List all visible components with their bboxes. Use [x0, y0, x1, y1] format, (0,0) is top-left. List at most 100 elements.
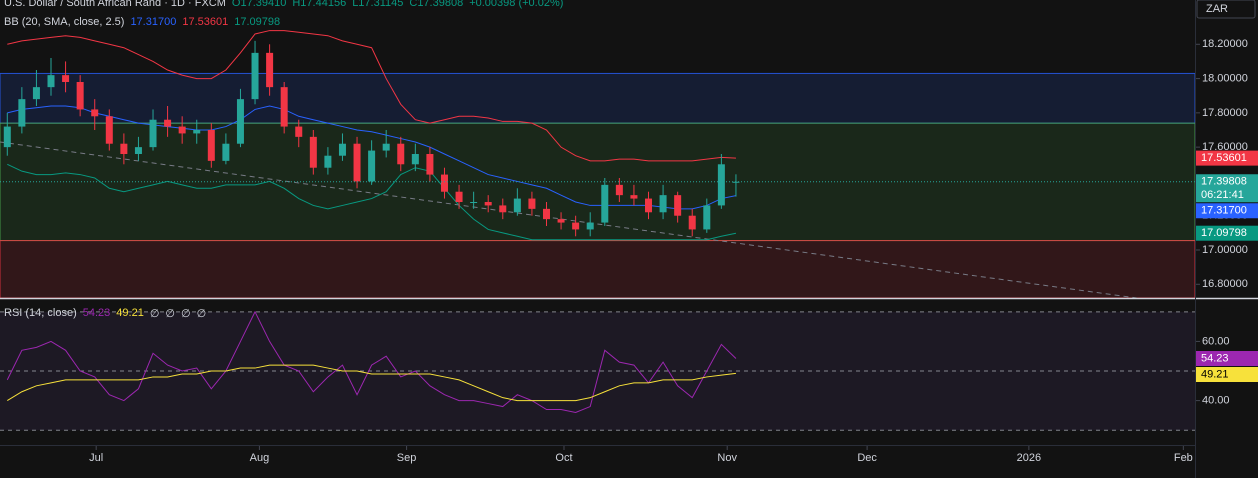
candle-body	[3, 126, 11, 148]
x-tick-label: Sep	[397, 452, 417, 464]
rsi-line	[7, 364, 737, 402]
indicator-header: BB (20, SMA, close, 2.5) 17.31700 17.536…	[4, 16, 280, 28]
candle-body	[717, 164, 725, 206]
price-zone	[0, 72, 1196, 124]
candle-body	[76, 82, 84, 110]
candle-body	[572, 222, 580, 230]
price-label: 17.53601	[1201, 152, 1247, 164]
ohlc: C17.39808	[409, 0, 464, 9]
indicator-label: BB (20, SMA, close, 2.5)	[4, 16, 125, 28]
candle-body	[615, 184, 623, 196]
candle-body	[674, 195, 682, 216]
candle-body	[309, 136, 317, 168]
candle-body	[368, 150, 376, 182]
price-label-box	[1196, 225, 1258, 241]
candle-body	[499, 205, 507, 213]
indicator-value: 54.23	[82, 307, 111, 319]
price-label: 17.09798	[1201, 227, 1247, 239]
candle-body	[411, 154, 419, 165]
candle-body	[193, 130, 201, 134]
x-tick-label: Aug	[250, 452, 270, 464]
x-tick-label: Feb	[1174, 452, 1193, 464]
y-tick-label: 16.80000	[1202, 278, 1248, 290]
indicator-value: 17.53601	[182, 16, 229, 28]
candle-body	[630, 195, 638, 199]
y-tick-label: 60.00	[1202, 335, 1230, 347]
ohlc: L17.31145	[352, 0, 404, 9]
change: +0.00398 (+0.02%)	[469, 0, 564, 9]
price-label: 54.23	[1201, 352, 1229, 364]
candle-body	[178, 126, 186, 134]
rsi-line	[6, 310, 737, 413]
candle-body	[470, 202, 478, 203]
rsi-header: RSI (14, close) 54.23 49.21 ∅ ∅ ∅ ∅	[4, 307, 206, 320]
indicator-value: 17.31700	[130, 16, 177, 28]
y-tick-label: 17.80000	[1202, 107, 1248, 119]
y-tick-label: 18.20000	[1202, 38, 1248, 50]
currency-button[interactable]	[1196, 0, 1256, 19]
indicator-value: 49.21	[116, 307, 144, 319]
trendline	[0, 141, 1137, 299]
symbol-title: U.S. Dollar / South African Rand · 1D · …	[4, 0, 226, 9]
candle-body	[688, 215, 696, 230]
indicator-value: ∅	[196, 308, 207, 320]
band-line	[7, 163, 737, 241]
candle-body	[62, 75, 70, 82]
candle-body	[426, 154, 434, 175]
candle-body	[149, 119, 157, 148]
candle-body	[645, 198, 653, 213]
band-line	[7, 105, 737, 210]
candle-body	[338, 143, 346, 156]
x-tick-label: Oct	[555, 452, 572, 464]
candle-body	[601, 184, 609, 223]
ohlc: H17.44156	[292, 0, 347, 9]
x-tick-label: Jul	[89, 452, 103, 464]
price-label-box	[1196, 174, 1258, 203]
indicator-value: ∅	[149, 308, 160, 320]
candle-body	[266, 52, 274, 88]
ohlc: O17.39410	[231, 0, 287, 9]
price-label: 17.31700	[1201, 205, 1247, 217]
candle-body	[455, 191, 463, 202]
symbol-header: U.S. Dollar / South African Rand · 1D · …	[4, 0, 563, 9]
candle-body	[353, 143, 361, 182]
y-tick-label: 40.00	[1202, 395, 1230, 407]
candle-body	[236, 99, 244, 144]
price-zone	[0, 240, 1196, 299]
price-label-box	[1196, 351, 1258, 367]
candle-body	[207, 130, 215, 161]
candle-body	[164, 119, 172, 127]
y-tick-label: 17.00000	[1202, 244, 1248, 256]
candle-body	[18, 99, 26, 127]
indicator-label: RSI (14, close)	[4, 307, 77, 319]
price-label-box	[1196, 367, 1258, 383]
candle-body	[134, 147, 142, 154]
candle-body	[222, 143, 230, 161]
candle-body	[484, 202, 492, 206]
indicator-value: ∅	[165, 308, 175, 320]
candle-body	[280, 87, 288, 127]
candle-body	[440, 174, 448, 192]
candle-body	[703, 205, 711, 230]
candle-body	[120, 143, 128, 154]
candle-body	[528, 198, 536, 209]
plot-layer	[0, 30, 1196, 431]
price-label: 17.39808	[1201, 176, 1247, 188]
price-label-box	[1196, 150, 1258, 166]
price-label: 49.21	[1201, 368, 1229, 380]
x-tick-label: 2026	[1017, 452, 1041, 464]
candle-body	[251, 52, 259, 100]
candle-body	[659, 195, 667, 213]
candle-body	[586, 222, 594, 230]
x-tick-label: Nov	[717, 452, 737, 464]
x-tick-label: Dec	[857, 452, 877, 464]
candle-body	[397, 143, 405, 165]
candle-body	[47, 75, 55, 88]
indicator-value: 17.09798	[234, 16, 281, 28]
candle-body	[91, 109, 99, 117]
candle-body	[382, 143, 390, 151]
price-label-box	[1196, 203, 1258, 219]
currency[interactable]: ZAR	[1206, 3, 1228, 15]
